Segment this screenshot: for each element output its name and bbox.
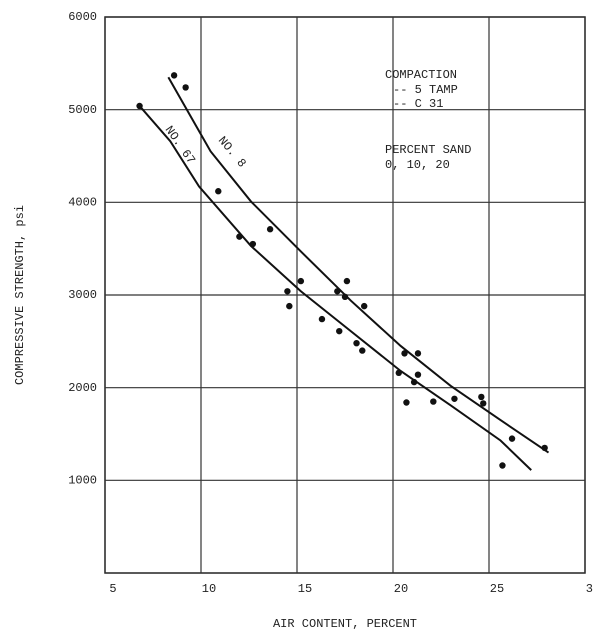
data-point [401, 350, 408, 357]
x-tick-label: 15 [298, 582, 312, 596]
data-point [410, 378, 418, 386]
data-point [541, 444, 548, 452]
x-tick-label: 30 [586, 582, 593, 596]
x-tick-label: 25 [490, 582, 504, 596]
data-point [318, 315, 326, 323]
data-point [336, 327, 343, 335]
data-point [430, 398, 437, 405]
y-axis-label: COMPRESSIVE STRENGTH, psi [13, 205, 27, 385]
data-point [478, 393, 485, 401]
data-point [499, 462, 506, 469]
annotation: -- 5 TAMP [393, 83, 458, 97]
annotation: 0, 10, 20 [385, 158, 450, 172]
data-point [297, 277, 305, 285]
data-point [249, 240, 257, 248]
x-tick-label: 5 [109, 582, 116, 596]
fit-curve [138, 105, 532, 471]
annotation: COMPACTION [385, 68, 457, 82]
x-tick-label: 10 [202, 582, 216, 596]
data-point [361, 302, 368, 310]
y-tick-label: 5000 [68, 103, 97, 117]
data-point [395, 369, 402, 377]
data-point [480, 400, 487, 407]
annotation: PERCENT SAND [385, 143, 471, 157]
y-tick-label: 2000 [68, 381, 97, 395]
data-point [343, 277, 351, 285]
y-tick-label: 3000 [68, 288, 97, 302]
annotation: -- C 31 [393, 97, 443, 111]
data-point [266, 226, 274, 233]
data-point [286, 302, 293, 310]
curve-label: NO. 8 [215, 134, 249, 171]
data-point [236, 233, 243, 240]
data-point [341, 293, 349, 301]
fit-curve [167, 76, 550, 454]
curve-label: NO. 67 [162, 123, 198, 166]
y-tick-label: 1000 [68, 474, 97, 488]
x-axis-label: AIR CONTENT, PERCENT [273, 617, 417, 631]
data-point [334, 288, 341, 295]
data-point [215, 188, 222, 195]
data-point [182, 84, 189, 91]
data-point [403, 399, 410, 406]
y-tick-label: 6000 [68, 10, 97, 24]
x-tick-label: 20 [394, 582, 408, 596]
data-point [508, 435, 516, 442]
y-tick-label: 4000 [68, 196, 97, 210]
data-point [359, 347, 366, 354]
data-point [451, 395, 458, 402]
data-point [353, 339, 360, 347]
data-point [414, 350, 422, 357]
data-point [284, 288, 291, 295]
data-point [170, 72, 178, 79]
data-point [136, 102, 143, 110]
data-point [414, 371, 422, 378]
